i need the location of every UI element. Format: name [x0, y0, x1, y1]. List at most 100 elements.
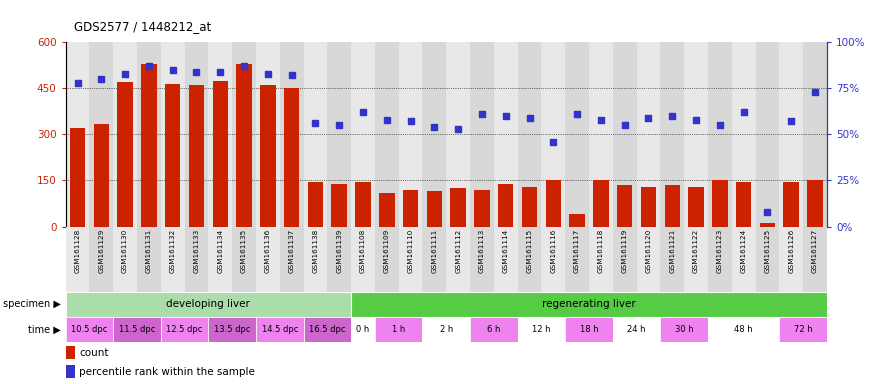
- Text: 12.5 dpc: 12.5 dpc: [166, 325, 203, 334]
- Text: GSM161129: GSM161129: [98, 228, 104, 273]
- Bar: [708, 227, 731, 292]
- Bar: [304, 227, 327, 292]
- Bar: [399, 227, 423, 292]
- Bar: [684, 227, 708, 292]
- Bar: [689, 187, 704, 227]
- Bar: [94, 124, 109, 227]
- Bar: [66, 292, 351, 317]
- Text: GSM161120: GSM161120: [646, 228, 652, 273]
- Bar: [493, 227, 518, 292]
- Bar: [427, 191, 442, 227]
- Bar: [661, 317, 708, 342]
- Bar: [374, 227, 399, 292]
- Bar: [327, 42, 351, 227]
- Bar: [803, 42, 827, 227]
- Bar: [518, 317, 565, 342]
- Text: 18 h: 18 h: [579, 325, 598, 334]
- Text: GSM161108: GSM161108: [360, 228, 366, 273]
- Point: [808, 89, 822, 95]
- Bar: [664, 185, 680, 227]
- Bar: [260, 85, 276, 227]
- Bar: [780, 227, 803, 292]
- Text: GSM161118: GSM161118: [598, 228, 604, 273]
- Bar: [755, 42, 780, 227]
- Bar: [66, 317, 113, 342]
- Bar: [565, 42, 589, 227]
- Bar: [446, 42, 470, 227]
- Text: GSM161122: GSM161122: [693, 228, 699, 273]
- Point: [618, 122, 632, 128]
- Text: 13.5 dpc: 13.5 dpc: [214, 325, 250, 334]
- Bar: [589, 227, 612, 292]
- Bar: [780, 42, 803, 227]
- Text: percentile rank within the sample: percentile rank within the sample: [80, 367, 256, 377]
- Bar: [570, 214, 584, 227]
- Text: GSM161112: GSM161112: [455, 228, 461, 273]
- Bar: [808, 180, 822, 227]
- Bar: [617, 185, 633, 227]
- Bar: [637, 42, 661, 227]
- Bar: [351, 42, 374, 227]
- Bar: [113, 42, 137, 227]
- Bar: [493, 42, 518, 227]
- Bar: [280, 42, 304, 227]
- Text: GSM161110: GSM161110: [408, 228, 414, 273]
- Point: [713, 122, 727, 128]
- Text: time ▶: time ▶: [29, 324, 61, 334]
- Point: [499, 113, 513, 119]
- Text: GSM161139: GSM161139: [336, 228, 342, 273]
- Bar: [732, 227, 755, 292]
- Bar: [161, 42, 185, 227]
- Point: [94, 76, 108, 82]
- Point: [71, 80, 85, 86]
- Bar: [161, 317, 208, 342]
- Bar: [355, 182, 371, 227]
- Bar: [522, 187, 537, 227]
- Bar: [474, 190, 490, 227]
- Point: [356, 109, 370, 115]
- Point: [475, 111, 489, 117]
- Text: 30 h: 30 h: [675, 325, 694, 334]
- Point: [641, 115, 655, 121]
- Bar: [284, 88, 299, 227]
- Bar: [612, 42, 637, 227]
- Text: GSM161126: GSM161126: [788, 228, 794, 273]
- Point: [261, 71, 275, 77]
- Text: GSM161113: GSM161113: [479, 228, 485, 273]
- Text: 14.5 dpc: 14.5 dpc: [262, 325, 298, 334]
- Text: 16.5 dpc: 16.5 dpc: [309, 325, 346, 334]
- Bar: [589, 42, 612, 227]
- Bar: [780, 317, 827, 342]
- Bar: [708, 317, 780, 342]
- Text: GSM161137: GSM161137: [289, 228, 295, 273]
- Bar: [661, 227, 684, 292]
- Bar: [137, 227, 161, 292]
- Text: GSM161135: GSM161135: [241, 228, 247, 273]
- Point: [452, 126, 466, 132]
- Bar: [379, 193, 395, 227]
- Text: GSM161125: GSM161125: [765, 228, 770, 273]
- Bar: [304, 42, 327, 227]
- Bar: [402, 190, 418, 227]
- Text: 24 h: 24 h: [627, 325, 646, 334]
- Text: GSM161124: GSM161124: [740, 228, 746, 273]
- Bar: [189, 85, 204, 227]
- Bar: [542, 227, 565, 292]
- Point: [760, 209, 774, 215]
- Bar: [399, 42, 423, 227]
- Bar: [66, 346, 74, 359]
- Text: specimen ▶: specimen ▶: [4, 299, 61, 310]
- Bar: [141, 64, 157, 227]
- Point: [190, 69, 204, 75]
- Bar: [351, 227, 374, 292]
- Bar: [451, 188, 466, 227]
- Text: GSM161131: GSM161131: [146, 228, 152, 273]
- Point: [308, 120, 322, 126]
- Bar: [684, 42, 708, 227]
- Bar: [708, 42, 731, 227]
- Bar: [185, 227, 208, 292]
- Bar: [185, 42, 208, 227]
- Bar: [755, 227, 780, 292]
- Bar: [256, 317, 304, 342]
- Text: developing liver: developing liver: [166, 299, 250, 310]
